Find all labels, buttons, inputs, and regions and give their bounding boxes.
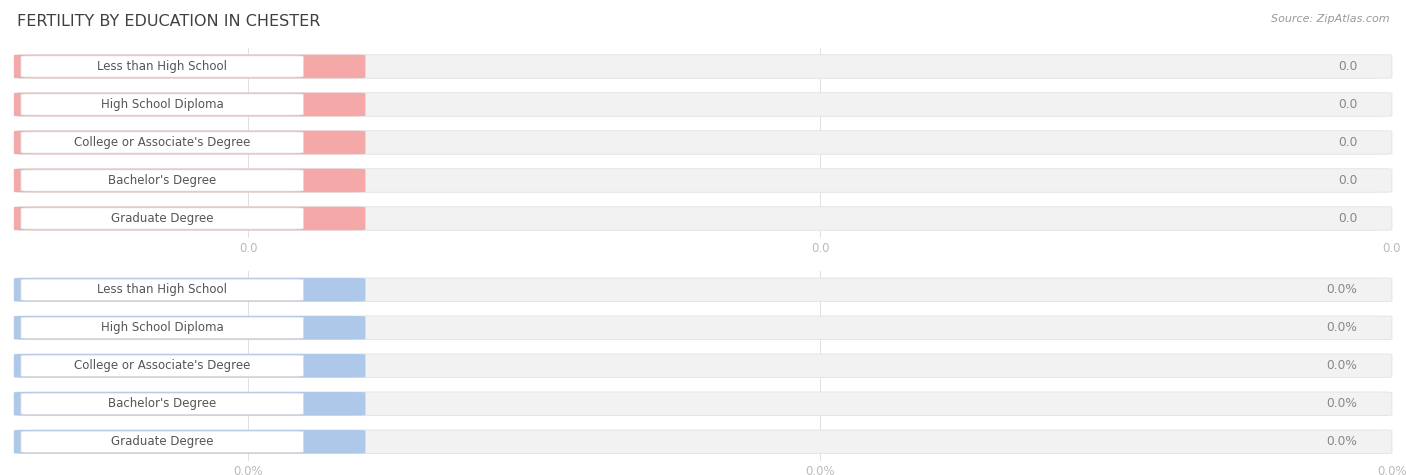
FancyBboxPatch shape	[21, 208, 304, 229]
Text: 0.0%: 0.0%	[1327, 359, 1358, 372]
FancyBboxPatch shape	[14, 55, 366, 78]
FancyBboxPatch shape	[21, 355, 304, 376]
Text: 0.0: 0.0	[811, 242, 830, 255]
Text: 0.0%: 0.0%	[1327, 397, 1358, 410]
FancyBboxPatch shape	[14, 207, 366, 230]
FancyBboxPatch shape	[14, 392, 1392, 416]
FancyBboxPatch shape	[21, 94, 304, 115]
FancyBboxPatch shape	[14, 316, 366, 340]
Text: Graduate Degree: Graduate Degree	[111, 435, 214, 448]
Text: 0.0: 0.0	[1339, 136, 1358, 149]
FancyBboxPatch shape	[14, 354, 1392, 378]
FancyBboxPatch shape	[14, 93, 366, 116]
Text: 0.0%: 0.0%	[233, 466, 263, 475]
FancyBboxPatch shape	[14, 131, 366, 154]
FancyBboxPatch shape	[14, 55, 1392, 78]
Text: 0.0: 0.0	[1339, 98, 1358, 111]
Text: High School Diploma: High School Diploma	[101, 321, 224, 334]
Text: 0.0: 0.0	[239, 242, 257, 255]
Text: 0.0%: 0.0%	[806, 466, 835, 475]
Text: Source: ZipAtlas.com: Source: ZipAtlas.com	[1271, 14, 1389, 24]
FancyBboxPatch shape	[14, 93, 1392, 116]
Text: 0.0%: 0.0%	[1327, 435, 1358, 448]
Text: FERTILITY BY EDUCATION IN CHESTER: FERTILITY BY EDUCATION IN CHESTER	[17, 14, 321, 29]
FancyBboxPatch shape	[14, 316, 1392, 340]
FancyBboxPatch shape	[21, 393, 304, 414]
Text: 0.0: 0.0	[1339, 60, 1358, 73]
Text: College or Associate's Degree: College or Associate's Degree	[75, 359, 250, 372]
Text: Bachelor's Degree: Bachelor's Degree	[108, 397, 217, 410]
FancyBboxPatch shape	[21, 170, 304, 191]
FancyBboxPatch shape	[14, 430, 366, 454]
Text: 0.0%: 0.0%	[1327, 321, 1358, 334]
FancyBboxPatch shape	[14, 392, 366, 416]
FancyBboxPatch shape	[21, 132, 304, 153]
FancyBboxPatch shape	[21, 279, 304, 300]
Text: High School Diploma: High School Diploma	[101, 98, 224, 111]
FancyBboxPatch shape	[14, 278, 1392, 302]
Text: 0.0: 0.0	[1339, 212, 1358, 225]
FancyBboxPatch shape	[14, 169, 1392, 192]
FancyBboxPatch shape	[21, 431, 304, 452]
FancyBboxPatch shape	[14, 169, 366, 192]
Text: Graduate Degree: Graduate Degree	[111, 212, 214, 225]
Text: College or Associate's Degree: College or Associate's Degree	[75, 136, 250, 149]
Text: Bachelor's Degree: Bachelor's Degree	[108, 174, 217, 187]
FancyBboxPatch shape	[14, 430, 1392, 454]
FancyBboxPatch shape	[21, 56, 304, 77]
FancyBboxPatch shape	[14, 131, 1392, 154]
FancyBboxPatch shape	[14, 354, 366, 378]
Text: 0.0%: 0.0%	[1376, 466, 1406, 475]
Text: 0.0: 0.0	[1382, 242, 1402, 255]
Text: 0.0%: 0.0%	[1327, 283, 1358, 296]
FancyBboxPatch shape	[14, 207, 1392, 230]
FancyBboxPatch shape	[21, 317, 304, 338]
Text: 0.0: 0.0	[1339, 174, 1358, 187]
Text: Less than High School: Less than High School	[97, 60, 228, 73]
FancyBboxPatch shape	[14, 278, 366, 302]
Text: Less than High School: Less than High School	[97, 283, 228, 296]
